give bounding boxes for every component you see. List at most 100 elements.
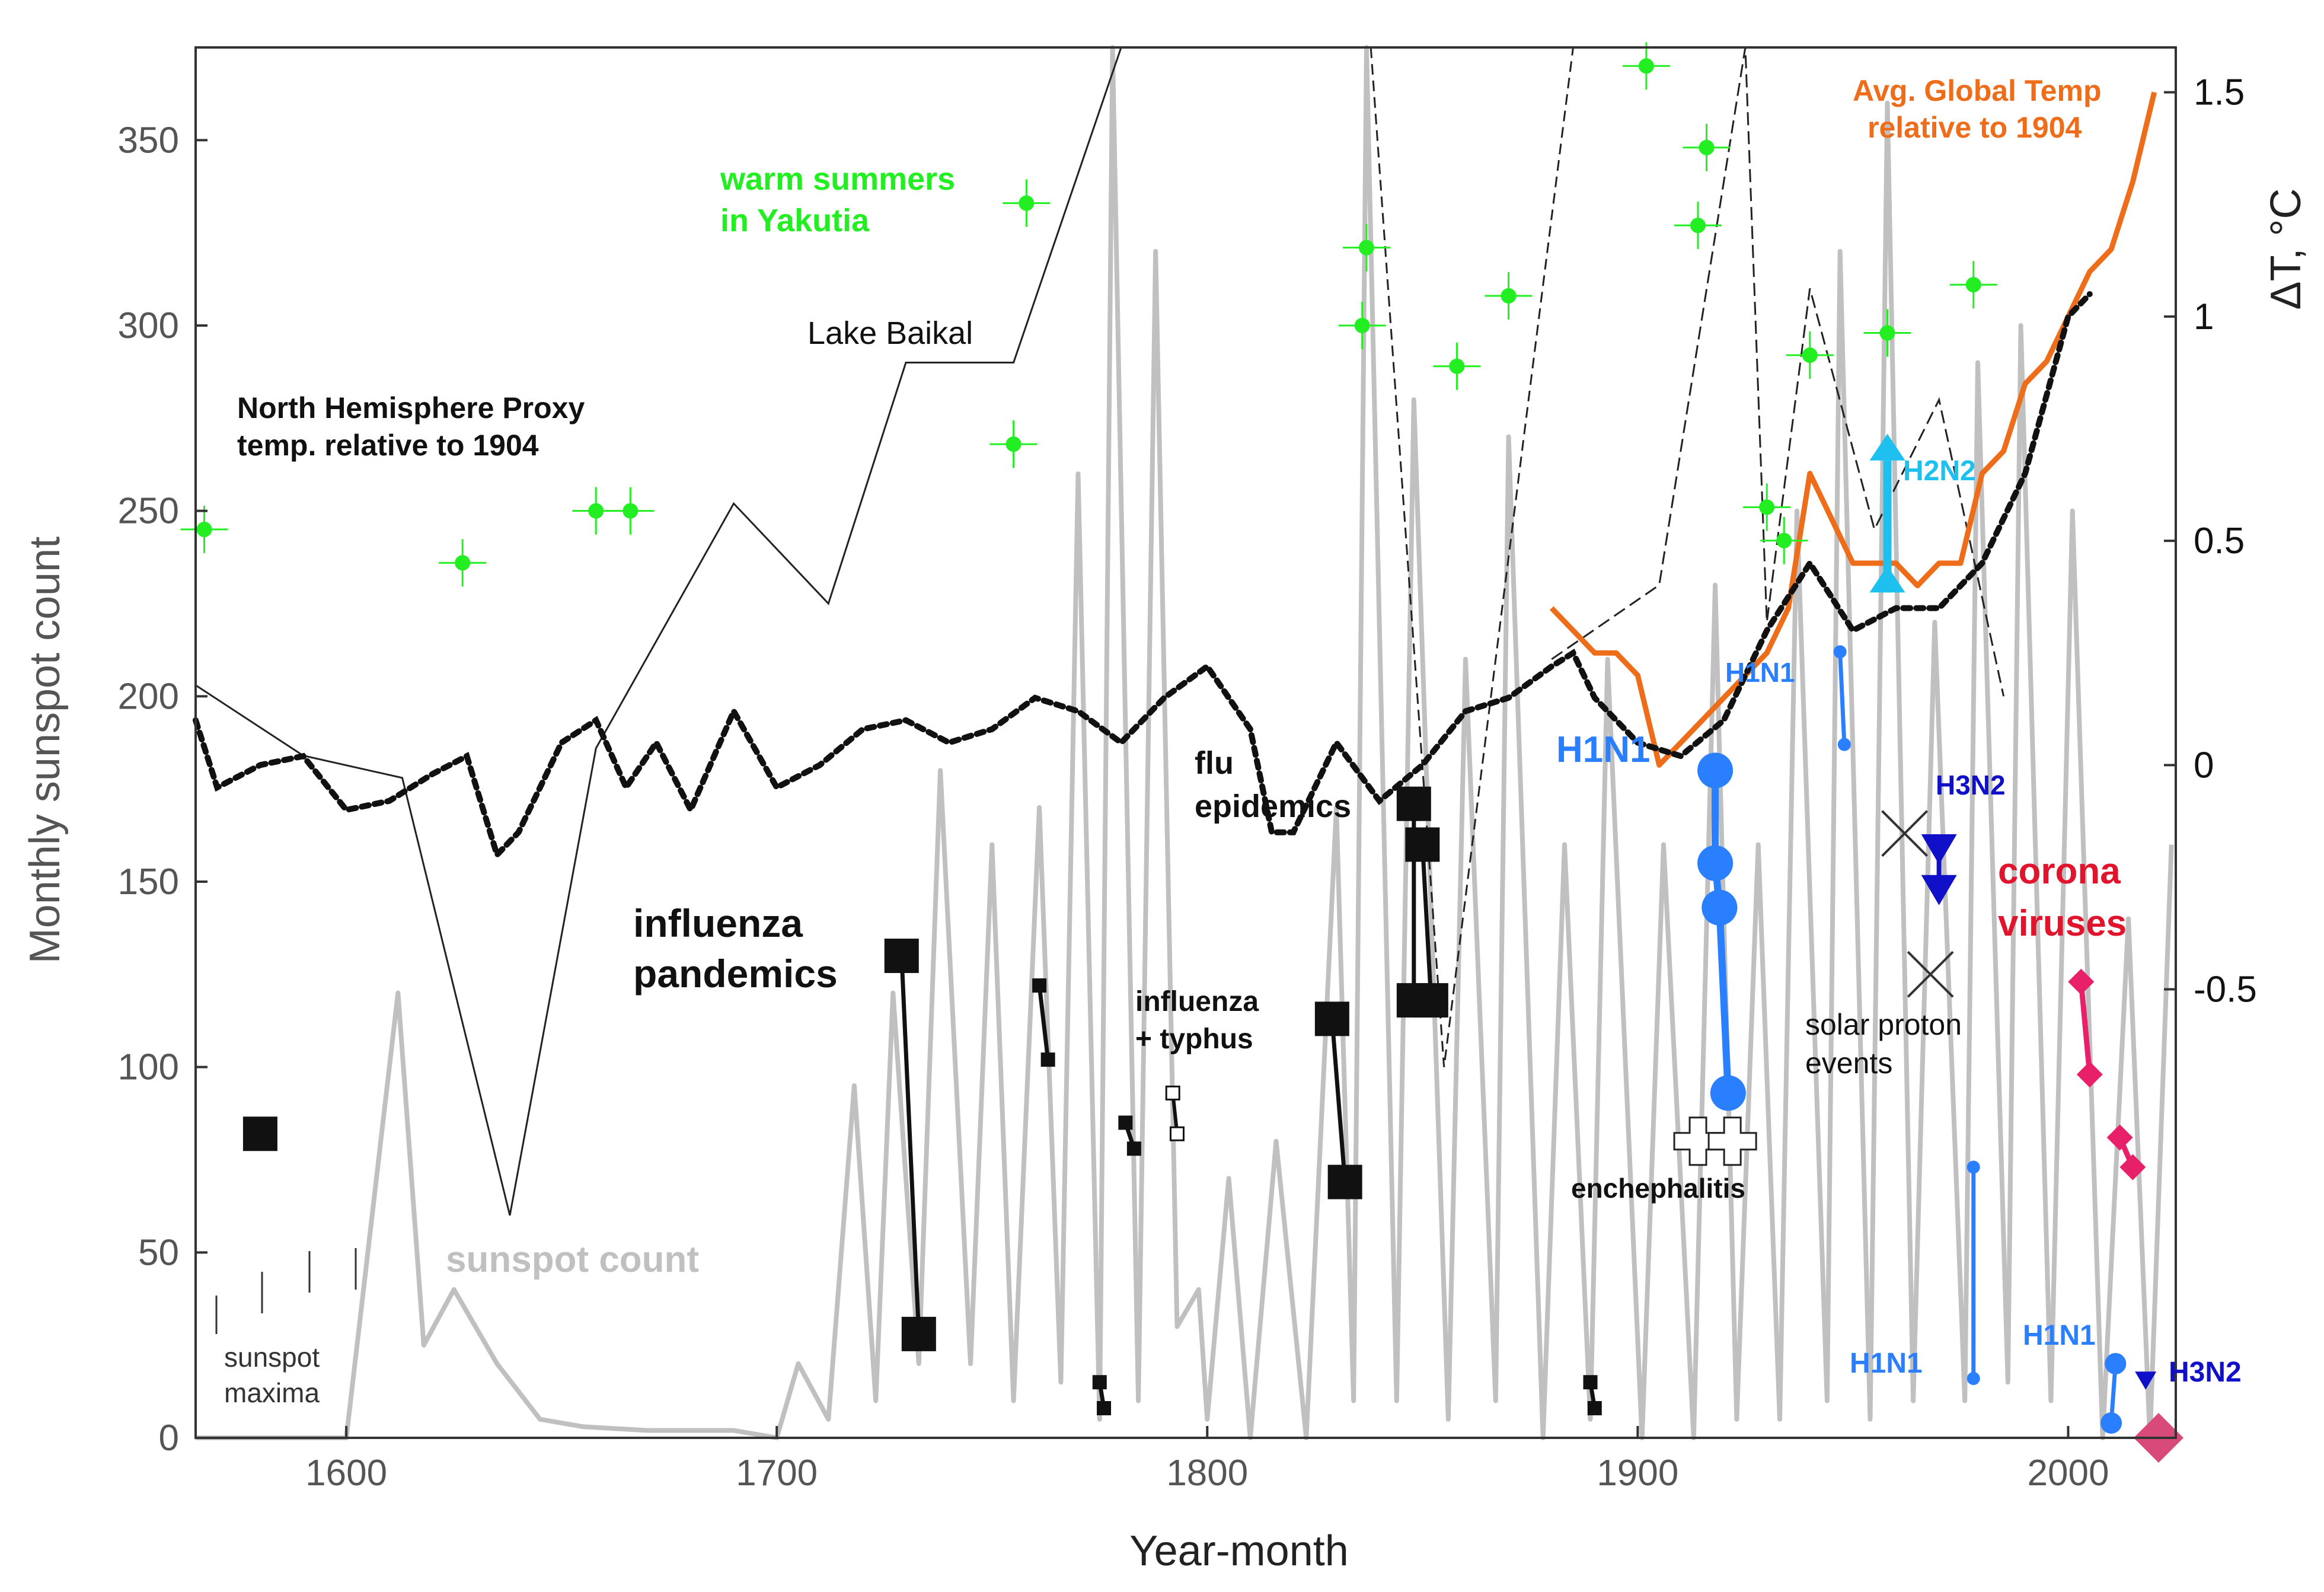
pandemic-segment — [1330, 1019, 1348, 1182]
flu-epidemics-label-line2: epidemics — [1195, 789, 1351, 824]
nh-proxy-series — [193, 291, 2093, 861]
global-temp-label-line1: Avg. Global Temp — [1853, 74, 2101, 107]
sunspot-maxima-label-line1: sunspot — [224, 1342, 320, 1373]
pandemic-marker — [1583, 1375, 1598, 1390]
corona-marker — [2068, 968, 2095, 995]
nh-proxy-label-line2: temp. relative to 1904 — [237, 429, 539, 462]
lake-baikal-dashed-line — [1370, 47, 1574, 1067]
solar-proton-x — [1881, 810, 1928, 857]
nh-proxy-line — [193, 291, 2093, 861]
yakutia-point — [1005, 436, 1021, 452]
influenza-pandemics-label-line1: influenza — [633, 901, 803, 945]
pandemic-marker — [1040, 1052, 1055, 1067]
yakutia-point — [1449, 358, 1465, 374]
axes: 1600 1700 1800 1900 2000 0 50 100 150 200 250 300 35… — [118, 72, 2257, 1494]
y2-axis-title: ΔT, °C — [2262, 189, 2310, 310]
pandemic-marker — [1405, 827, 1440, 862]
influenza-typhus-label-line2: + typhus — [1135, 1023, 1253, 1055]
h2n2-label: H2N2 — [1903, 455, 1976, 487]
h1n1-marker — [1967, 1371, 1980, 1385]
pandemic-segment — [1420, 844, 1434, 1001]
plot-frame — [194, 46, 2177, 1439]
pandemic-segment — [899, 955, 921, 1335]
typhus-marker — [1169, 1126, 1185, 1141]
corona-marker — [2119, 1154, 2146, 1181]
yakutia-point — [1965, 277, 1981, 293]
yakutia-point — [1802, 347, 1818, 363]
yakutia-point — [1776, 532, 1792, 548]
corona-label-line2: viruses — [1998, 903, 2127, 944]
pandemic-markers — [242, 433, 2183, 1463]
h1n1-marker — [2100, 1412, 2122, 1434]
y-tick-label: 350 — [118, 120, 179, 161]
pandemic-marker — [1413, 983, 1448, 1018]
lake-baikal-label: Lake Baikal — [807, 315, 973, 351]
lake-baikal-late-line — [1551, 47, 2005, 697]
solar-proton-label-line2: events — [1805, 1047, 1892, 1080]
h1n1-marker — [1710, 1075, 1746, 1111]
sunspot-count-label: sunspot count — [446, 1239, 699, 1280]
x-tick-label: 1700 — [736, 1453, 818, 1494]
y-tick-label: 150 — [118, 862, 179, 902]
pandemic-marker — [1314, 1001, 1349, 1036]
h1n1-lower-b-label: H1N1 — [2023, 1320, 2096, 1351]
pandemic-segment — [1037, 985, 1051, 1060]
y-tick-label: 50 — [138, 1232, 179, 1273]
y-tick-label: 200 — [118, 676, 179, 717]
encephalitis-label: enchephalitis — [1571, 1173, 1745, 1204]
y-tick-label: 300 — [118, 305, 179, 346]
x-tick-label: 1900 — [1597, 1453, 1678, 1494]
nh-proxy-label-line1: North Hemisphere Proxy — [237, 391, 585, 425]
pandemic-marker — [1587, 1400, 1602, 1415]
x-tick-label: 2000 — [2028, 1453, 2109, 1494]
pandemic-marker — [242, 1116, 277, 1151]
sunspot-maxima-ticks — [215, 1248, 357, 1334]
global-temp-label-line2: relative to 1904 — [1868, 111, 2082, 144]
h1n1-marker — [1967, 1160, 1980, 1174]
encephalitis-marker — [1673, 1116, 1723, 1166]
pandemic-marker — [1118, 1115, 1133, 1130]
pandemic-marker — [1097, 1400, 1112, 1415]
lake-baikal-line — [195, 47, 1122, 1216]
yakutia-point — [1638, 58, 1654, 74]
corona-marker — [2076, 1061, 2103, 1088]
warm-summers-label-line2: in Yakutia — [720, 203, 870, 238]
y2-tick-label: 0 — [2194, 745, 2214, 786]
y2-tick-label: -0.5 — [2194, 969, 2257, 1010]
yakutia-point — [1699, 139, 1715, 155]
influenza-pandemics-label-line2: pandemics — [633, 952, 838, 996]
h3n2-marker — [1921, 834, 1957, 864]
h1n1-marker — [1837, 738, 1851, 751]
h2n2-arrowhead-bottom — [1869, 566, 1905, 593]
yakutia-point — [1879, 325, 1895, 341]
y-tick-label: 100 — [118, 1047, 179, 1088]
h1n1-marker — [1702, 889, 1738, 926]
h1n1-marker — [1697, 845, 1734, 881]
solar-proton-label-line1: solar proton — [1805, 1008, 1962, 1041]
encephalitis-marker — [1707, 1116, 1757, 1166]
h3n2-lower-label: H3N2 — [2169, 1357, 2242, 1388]
corona-label-line1: corona — [1998, 851, 2121, 892]
yakutia-points — [180, 42, 1997, 587]
warm-summers-label-line1: warm summers — [720, 161, 955, 197]
yakutia-point — [588, 503, 604, 519]
x-tick-label: 1600 — [305, 1453, 387, 1494]
corona-marker — [2106, 1124, 2133, 1151]
y-tick-label: 0 — [159, 1418, 179, 1459]
yakutia-point — [1501, 288, 1517, 304]
corona-segment — [2078, 981, 2093, 1075]
h1n1-segment — [1838, 652, 1847, 745]
pandemic-marker — [884, 939, 919, 974]
y2-tick-label: 0.5 — [2194, 521, 2245, 561]
h1n1-lower-a-label: H1N1 — [1850, 1348, 1923, 1379]
y2-tick-label: 1.5 — [2194, 72, 2245, 113]
pandemic-marker — [1092, 1375, 1107, 1390]
sunspot-line — [196, 45, 2174, 1440]
h1n1-large-label: H1N1 — [1556, 729, 1651, 770]
yakutia-point — [1354, 318, 1370, 333]
pandemic-marker — [1396, 786, 1431, 821]
lake-baikal-series — [195, 47, 2005, 1216]
yakutia-point — [1019, 195, 1035, 211]
